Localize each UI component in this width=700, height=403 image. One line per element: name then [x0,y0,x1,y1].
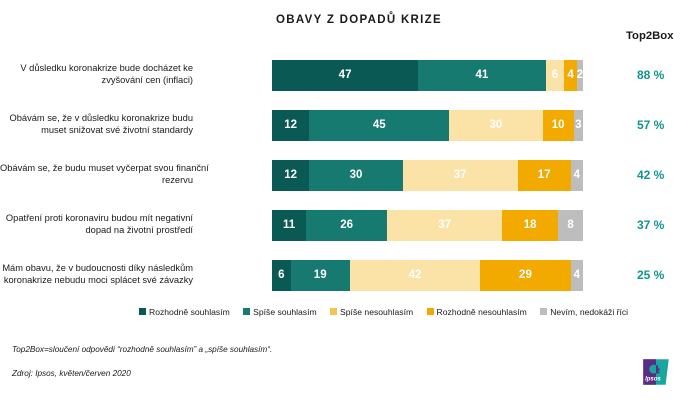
svg-text:Ipsos: Ipsos [645,376,661,382]
